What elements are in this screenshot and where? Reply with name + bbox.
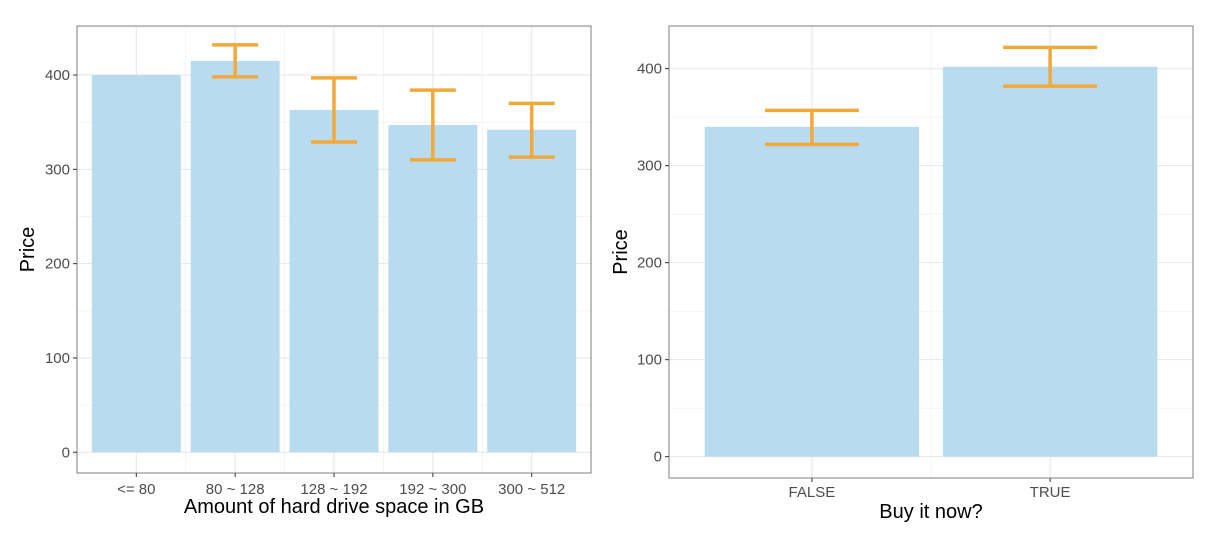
error-bar-1 (764, 108, 859, 147)
chart-panel-2: 0 100 200 300 400 FALSE TRUE Buy it now? Price (610, 25, 1194, 523)
y-tick-label: 300 (637, 158, 662, 175)
x-tick-label: <= 80 (117, 481, 155, 498)
x-tick-label: 300 ~ 512 (498, 481, 565, 498)
y-tick-label: 200 (637, 255, 662, 272)
y-tick-label: 100 (637, 352, 662, 369)
error-bar-5 (508, 101, 555, 159)
y-tick-label: 300 (45, 161, 70, 178)
chart-panel-1: 0 100 200 300 400 <= 80 80 ~ 128 128 ~ 192 192 ~… (17, 25, 592, 518)
y-tick-label: 0 (654, 449, 662, 466)
bar-3 (289, 109, 379, 453)
bar-2 (190, 60, 280, 453)
y-axis-title: Price (17, 227, 39, 273)
x-axis-title: Buy it now? (879, 501, 982, 523)
error-bar-2 (212, 43, 259, 79)
x-tick-label: FALSE (789, 484, 836, 501)
y-axis-title: Price (610, 229, 632, 275)
y-tick-label: 0 (62, 444, 70, 461)
bar-1 (91, 75, 181, 453)
x-tick-label: 80 ~ 128 (206, 481, 265, 498)
panel-border (668, 25, 1194, 479)
y-tick-label: 400 (637, 61, 662, 78)
error-bar-4 (409, 88, 456, 162)
bar-5 (487, 129, 577, 453)
bar-2 (942, 66, 1158, 457)
x-tick-label: 192 ~ 300 (399, 481, 466, 498)
y-tick-label: 100 (45, 350, 70, 367)
x-axis-title: Amount of hard drive space in GB (184, 496, 484, 518)
y-tick-label: 400 (45, 67, 70, 84)
bar-1 (704, 126, 920, 457)
x-tick-label: TRUE (1030, 484, 1071, 501)
bar-4 (388, 125, 478, 453)
error-bar-3 (311, 76, 357, 144)
x-tick-label: 128 ~ 192 (300, 481, 367, 498)
y-tick-label: 200 (45, 256, 70, 273)
error-bar-2 (1003, 45, 1098, 88)
